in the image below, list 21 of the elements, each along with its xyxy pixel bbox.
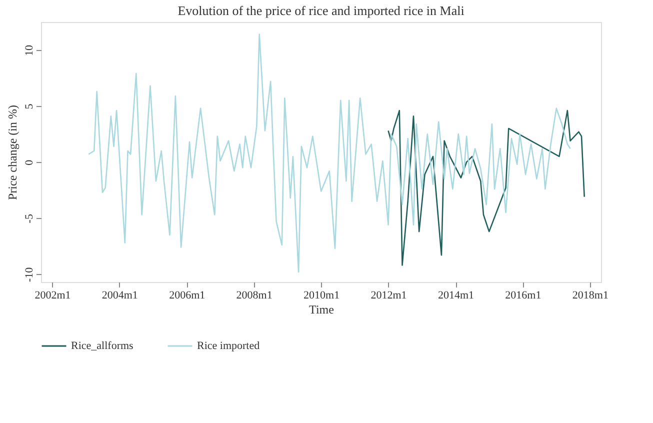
y-axis-title: Price change (in %) (6, 105, 20, 200)
line-series (88, 34, 571, 273)
x-tick-label: 2016m1 (505, 290, 542, 302)
x-tick-label: 2012m1 (370, 290, 407, 302)
legend-label: Rice_allforms (71, 340, 134, 352)
x-tick-label: 2002m1 (34, 290, 71, 302)
legend-label: Rice imported (197, 340, 260, 352)
y-tick-label: -10 (24, 266, 36, 282)
x-tick-label: 2006m1 (169, 290, 206, 302)
x-tick-label: 2018m1 (572, 290, 608, 302)
x-axis-title: Time (309, 302, 334, 316)
chart-title: Evolution of the price of rice and imported rice in Mali (178, 3, 465, 18)
y-tick-label: 10 (24, 44, 36, 56)
y-tick-label: 0 (24, 159, 36, 166)
y-tick-label: 5 (24, 103, 36, 110)
x-tick-label: 2008m1 (236, 290, 272, 302)
x-tick-label: 2004m1 (102, 290, 138, 302)
x-tick-label: 2014m1 (438, 290, 474, 302)
y-tick-label: -5 (24, 214, 36, 224)
x-tick-label: 2010m1 (304, 290, 340, 302)
line-series (388, 110, 585, 266)
